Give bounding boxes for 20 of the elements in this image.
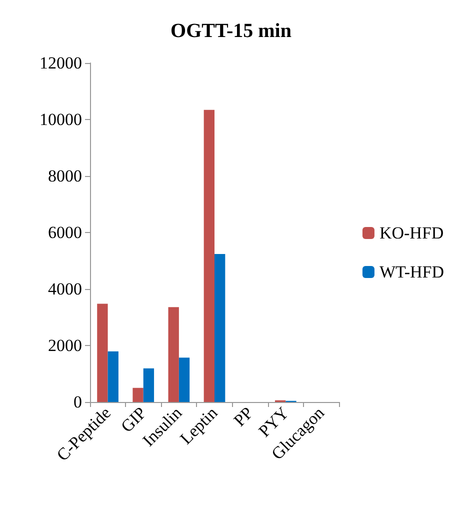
legend-label: WT-HFD <box>379 262 444 282</box>
x-tick-label: GIP <box>117 403 150 436</box>
legend-label: KO-HFD <box>379 224 444 242</box>
bar <box>168 307 179 402</box>
bar <box>178 358 190 402</box>
x-tick-label: PP <box>230 403 257 430</box>
bar <box>97 304 108 402</box>
y-tick-label: 6000 <box>48 223 82 242</box>
bar <box>204 110 214 402</box>
y-tick-label: 2000 <box>48 336 82 355</box>
bar <box>132 388 144 402</box>
y-tick-label: 12000 <box>40 54 82 72</box>
y-tick-label: 8000 <box>48 166 82 186</box>
y-tick-label: 10000 <box>40 110 82 129</box>
bar <box>143 368 154 402</box>
y-tick-label: 0 <box>74 392 82 412</box>
bar <box>214 254 226 402</box>
y-tick-label: 4000 <box>48 280 82 298</box>
bar <box>108 351 118 402</box>
chart-title: OGTT-15 min <box>170 20 292 42</box>
